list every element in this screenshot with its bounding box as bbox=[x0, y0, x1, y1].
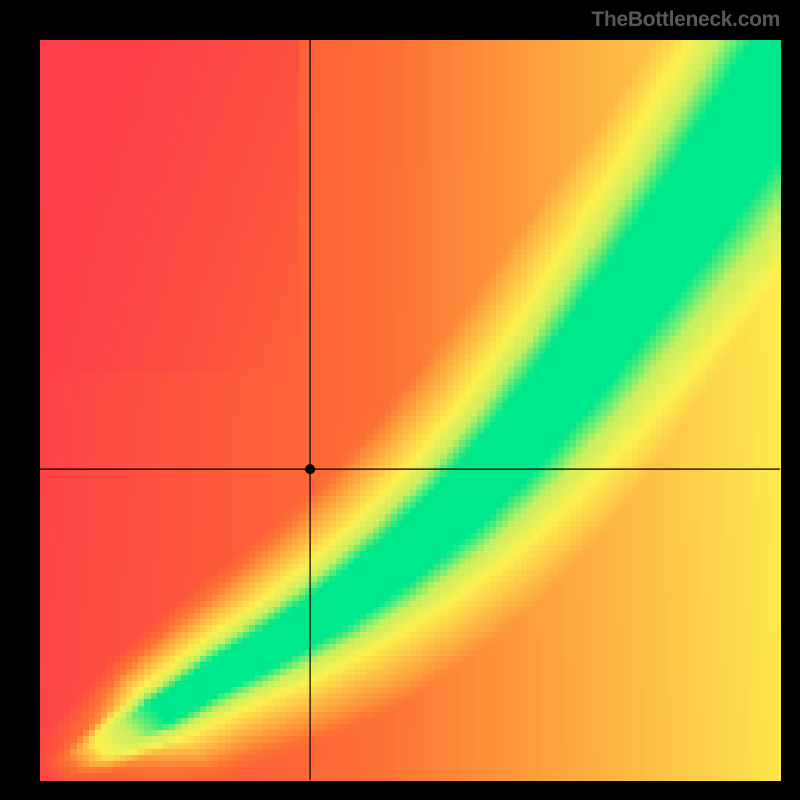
watermark-text: TheBottleneck.com bbox=[591, 8, 780, 32]
heatmap-canvas bbox=[0, 0, 800, 800]
chart-container: TheBottleneck.com bbox=[0, 0, 800, 800]
